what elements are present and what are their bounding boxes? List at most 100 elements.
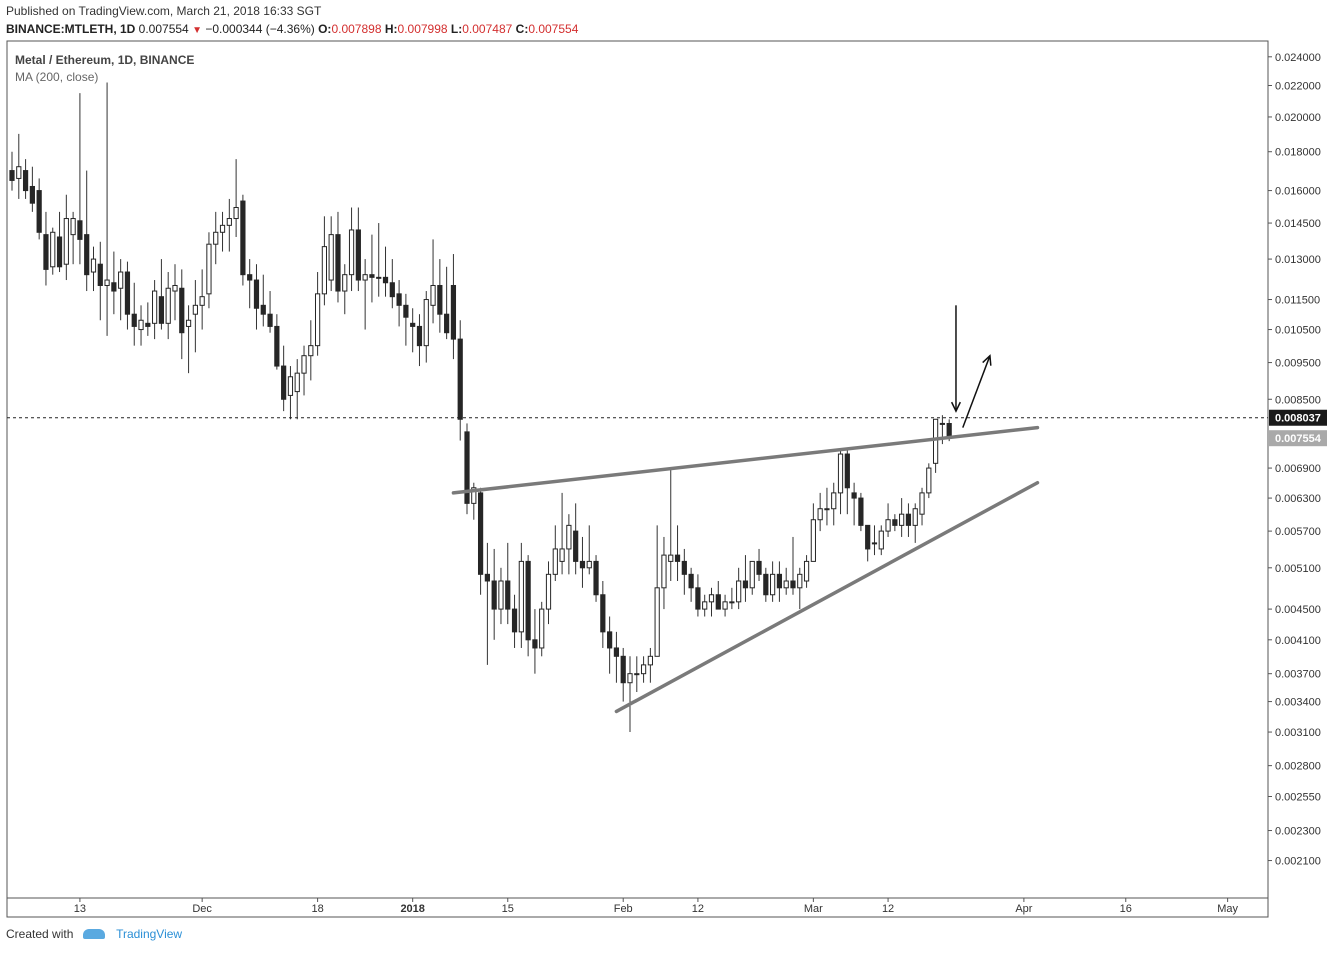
candle-body-down (56, 236, 63, 268)
candle-body-up (376, 276, 382, 279)
candle (111, 251, 117, 315)
candle (260, 274, 266, 327)
candle-body-up (226, 218, 232, 226)
candle (878, 525, 884, 556)
candle (905, 503, 912, 537)
candle (566, 514, 572, 575)
candle (348, 207, 355, 292)
candle-body-up (90, 258, 97, 273)
candle-body-up (871, 542, 878, 545)
candle (885, 503, 891, 537)
candle (355, 207, 361, 292)
candle (247, 259, 253, 309)
candle-body-up (498, 580, 504, 610)
candle (457, 320, 463, 441)
candle-body-up (172, 284, 178, 292)
candle (9, 151, 15, 191)
candle (851, 482, 857, 526)
y-tick-label: 0.014500 (1275, 218, 1321, 230)
candle-body-up (165, 287, 171, 324)
x-tick-label: 18 (311, 903, 323, 915)
close-label: C: (515, 22, 529, 36)
y-tick-label: 0.022000 (1275, 81, 1321, 93)
resistance-trendline[interactable] (451, 425, 1040, 495)
candle-body-up (301, 355, 307, 374)
x-tick-label: Dec (192, 903, 212, 915)
candle-body-up (647, 655, 653, 666)
price-label-text: 0.008037 (1275, 413, 1321, 425)
x-tick-label: May (1217, 903, 1238, 915)
candle (579, 536, 586, 588)
x-tick-label: Apr (1015, 903, 1032, 915)
x-tick-label: 15 (502, 903, 514, 915)
candle (722, 594, 728, 617)
y-tick-label: 0.010500 (1275, 325, 1321, 337)
candle (491, 548, 497, 640)
current-price-label: 0.008037 (1269, 409, 1327, 426)
candle-body-down (532, 639, 538, 649)
open-label: O: (318, 22, 332, 36)
candle-body-up (885, 519, 891, 532)
plot-frame (6, 40, 1269, 918)
candle-body-down (790, 580, 796, 589)
candle (505, 542, 511, 625)
candle-body-up (837, 453, 844, 494)
candle (926, 463, 932, 499)
candle-body-up (912, 508, 918, 526)
candle-body-down (600, 594, 606, 633)
low-label: L: (450, 22, 463, 36)
candle (702, 594, 708, 617)
candle (389, 259, 395, 309)
candle (192, 280, 198, 353)
tradingview-link[interactable]: TradingView (116, 927, 183, 941)
candle-body-down (124, 271, 131, 315)
candle-body-up (770, 573, 776, 596)
candle-body-down (410, 322, 416, 327)
candle-body-up (668, 554, 674, 562)
candle-body-down (742, 580, 749, 589)
candle-body-down (844, 453, 850, 489)
candle (688, 567, 694, 602)
candle (865, 524, 871, 562)
y-tick-label: 0.003400 (1275, 697, 1321, 709)
candle (715, 581, 721, 610)
arrow-up-icon[interactable] (962, 354, 992, 428)
candle-body-up (634, 673, 640, 676)
price-change: −0.000344 (−4.36%) (205, 22, 315, 36)
candle (16, 133, 22, 199)
candle-body-down (281, 365, 287, 400)
candle-body-down (36, 190, 42, 233)
candle (593, 555, 599, 602)
candle-body-down (505, 580, 511, 610)
candle (871, 525, 878, 556)
candle (233, 159, 239, 237)
candle-body-down (484, 573, 490, 582)
candle-body-down (179, 287, 185, 334)
candle (131, 282, 137, 346)
candle (776, 561, 783, 602)
candle-body-down (511, 608, 518, 633)
candle (831, 482, 837, 526)
candle-body-down (389, 282, 395, 298)
candle (342, 264, 348, 315)
candle-body-up (328, 234, 334, 281)
candle-body-up (783, 580, 789, 589)
support-trendline[interactable] (614, 480, 1040, 714)
chart-title: Metal / Ethereum, 1D, BINANCE (15, 53, 194, 67)
candle-body-up (294, 372, 300, 393)
candle-body-up (803, 560, 810, 582)
candle (410, 308, 416, 353)
y-tick-label: 0.002300 (1275, 826, 1321, 838)
candle (287, 366, 294, 420)
candle (274, 314, 280, 370)
x-axis[interactable]: 13 Dec 18 2018 15 Feb 12 Mar 12 Apr 16 May (74, 898, 1239, 915)
arrow-down-icon[interactable] (950, 305, 962, 413)
y-axis[interactable]: 0.024000 0.022000 0.020000 0.018000 0.016000… (1268, 52, 1327, 868)
candle (674, 525, 681, 582)
candle-body-up (118, 271, 124, 289)
y-tick-label: 0.006300 (1275, 493, 1321, 505)
y-tick-label: 0.002800 (1275, 761, 1321, 773)
candle (498, 567, 504, 625)
candle (640, 656, 647, 683)
